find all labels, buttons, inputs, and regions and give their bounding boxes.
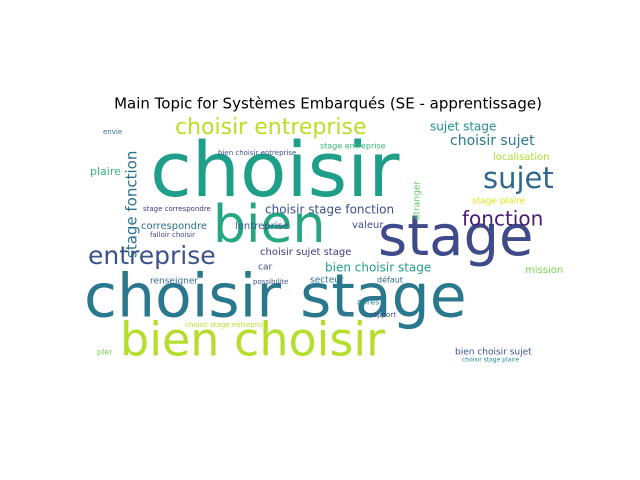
word: car	[258, 263, 272, 273]
word: rapport	[370, 311, 396, 319]
word: secteur	[310, 276, 344, 286]
chart-title: Main Topic for Systèmes Embarqués (SE - …	[114, 95, 542, 113]
word: plaire	[90, 165, 121, 178]
word: choisir stage plaire	[462, 357, 519, 364]
word: envie	[103, 128, 122, 136]
word: bien choisir stage	[325, 261, 431, 275]
word: stage fonction	[123, 151, 141, 258]
word: sujet	[483, 161, 554, 195]
word: bien choisir entreprise	[218, 149, 296, 157]
word: valeur	[352, 220, 384, 231]
word: possibilite	[253, 278, 288, 286]
word: choisir sujet stage	[260, 247, 351, 258]
word: localisation	[493, 152, 550, 163]
word: après	[357, 297, 379, 307]
word: bien choisir sujet	[455, 348, 532, 358]
word: choisir sujet	[450, 133, 535, 149]
word: stage entreprise	[320, 142, 386, 151]
word: choisir stage entreprise	[185, 321, 268, 329]
word: pler	[97, 348, 113, 357]
word: défaut	[377, 275, 403, 285]
word: correspondre	[141, 221, 207, 232]
word: stage correspondre	[143, 205, 211, 213]
word: bien choisir	[120, 313, 385, 367]
word: stage	[378, 204, 533, 269]
word: fonction	[462, 207, 543, 231]
word: falloir choisir	[150, 231, 195, 239]
word: entreprise	[88, 241, 216, 270]
word: choisir stage fonction	[265, 203, 394, 217]
word: mission	[525, 265, 563, 276]
word: choisir	[150, 125, 400, 214]
word: choisir stage	[84, 262, 467, 332]
word: étranger	[412, 181, 423, 220]
word: lentreprise	[235, 221, 289, 232]
word: bien	[213, 195, 325, 255]
word: stage plaire	[472, 197, 526, 207]
word: sujet stage	[430, 120, 496, 134]
word: renseigner	[150, 277, 198, 287]
word: choisir entreprise	[175, 115, 367, 140]
